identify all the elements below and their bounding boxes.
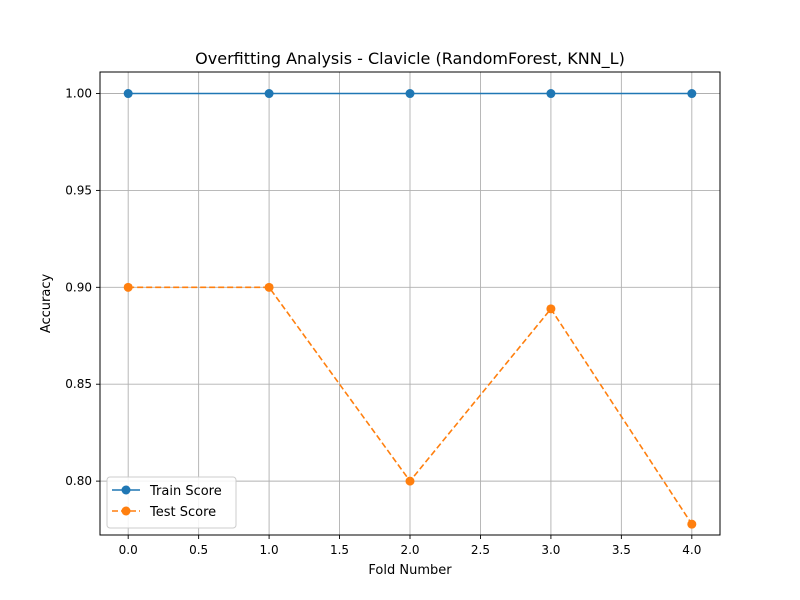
y-tick-label: 0.90 bbox=[65, 280, 92, 294]
y-tick-label: 1.00 bbox=[65, 87, 92, 101]
legend-label-test-score: Test Score bbox=[149, 505, 216, 520]
test-score-point bbox=[264, 282, 274, 292]
test-score-point bbox=[123, 282, 133, 292]
train-score-point bbox=[123, 89, 133, 99]
legend-label-train-score: Train Score bbox=[149, 484, 222, 499]
chart-title: Overfitting Analysis - Clavicle (RandomF… bbox=[195, 49, 625, 69]
series-layer bbox=[123, 89, 697, 529]
y-tick-label: 0.80 bbox=[65, 474, 92, 488]
test-score-point bbox=[687, 519, 697, 529]
x-tick-label: 4.0 bbox=[682, 543, 701, 557]
legend-marker-test-score bbox=[121, 506, 131, 516]
x-tick-label: 2.5 bbox=[471, 543, 490, 557]
x-tick-label: 2.0 bbox=[400, 543, 419, 557]
test-score-point bbox=[546, 304, 556, 314]
train-score-point bbox=[687, 89, 697, 99]
x-tick-label: 1.5 bbox=[330, 543, 349, 557]
y-tick-label: 0.85 bbox=[65, 377, 92, 391]
x-axis-label: Fold Number bbox=[368, 563, 452, 578]
test-score-point bbox=[405, 476, 415, 486]
x-tick-label: 3.0 bbox=[541, 543, 560, 557]
legend-marker-train-score bbox=[121, 485, 131, 495]
x-tick-label: 3.5 bbox=[612, 543, 631, 557]
train-score-point bbox=[546, 89, 556, 99]
axis-ticks: 0.0 0.5 1.0 1.5 2.0 2.5 3.0 3.5 4.0 0.80 0.85 0.90 0… bbox=[65, 87, 701, 557]
legend: Train Score Test Score bbox=[106, 476, 237, 529]
x-tick-label: 1.0 bbox=[260, 543, 279, 557]
grid-lines bbox=[100, 72, 720, 535]
y-axis-label: Accuracy bbox=[39, 274, 54, 334]
x-tick-label: 0.0 bbox=[119, 543, 138, 557]
y-tick-label: 0.95 bbox=[65, 183, 92, 197]
train-score-point bbox=[405, 89, 415, 99]
x-tick-label: 0.5 bbox=[189, 543, 208, 557]
train-score-point bbox=[264, 89, 274, 99]
plot-area-frame bbox=[99, 71, 721, 536]
